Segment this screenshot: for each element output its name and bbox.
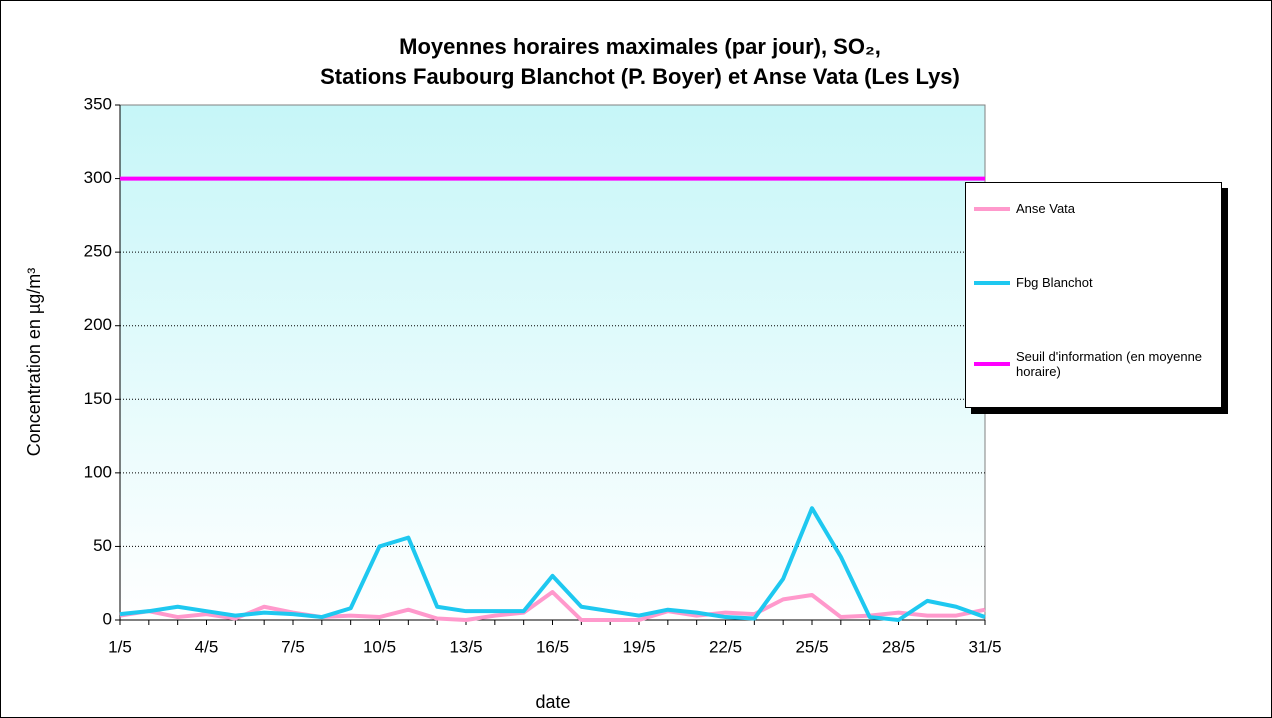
- chart-title: Moyennes horaires maximales (par jour), …: [399, 34, 881, 59]
- x-tick-label: 28/5: [882, 637, 915, 656]
- x-tick-label: 22/5: [709, 637, 742, 656]
- x-axis-label: date: [535, 692, 570, 712]
- y-tick-label: 50: [93, 536, 112, 555]
- y-tick-label: 150: [84, 389, 112, 408]
- x-tick-label: 1/5: [108, 637, 132, 656]
- x-tick-label: 10/5: [363, 637, 396, 656]
- legend-entry: Seuil d'information (en moyenne horaire): [974, 349, 1214, 379]
- legend-entry: Fbg Blanchot: [974, 275, 1214, 290]
- y-tick-label: 100: [84, 462, 112, 481]
- y-tick-label: 0: [103, 609, 112, 628]
- x-tick-label: 31/5: [968, 637, 1001, 656]
- legend: Anse Vata Fbg Blanchot Seuil d'information…: [965, 182, 1222, 408]
- y-tick-label: 200: [84, 315, 112, 334]
- y-tick-label: 350: [84, 94, 112, 113]
- legend-swatch: [974, 206, 1010, 211]
- series-line: [119, 506, 986, 622]
- y-tick-label: 300: [84, 168, 112, 187]
- legend-label: Seuil d'information (en moyenne horaire): [1016, 349, 1203, 379]
- legend-swatch: [974, 280, 1010, 285]
- legend-label: Anse Vata: [1016, 201, 1076, 216]
- x-tick-label: 7/5: [281, 637, 305, 656]
- legend-entry: Anse Vata: [974, 201, 1214, 216]
- legend-swatch: [974, 362, 1010, 366]
- chart-title: Stations Faubourg Blanchot (P. Boyer) et…: [320, 64, 960, 89]
- x-tick-label: 19/5: [622, 637, 655, 656]
- x-tick-label: 16/5: [536, 637, 569, 656]
- y-axis-label: Concentration en µg/m³: [24, 268, 44, 456]
- plot-area: [119, 104, 986, 621]
- x-tick-label: 25/5: [795, 637, 828, 656]
- legend-label: Fbg Blanchot: [1016, 275, 1093, 290]
- y-tick-label: 250: [84, 242, 112, 261]
- x-tick-label: 4/5: [195, 637, 219, 656]
- x-tick-label: 13/5: [449, 637, 482, 656]
- series-line: [119, 590, 986, 622]
